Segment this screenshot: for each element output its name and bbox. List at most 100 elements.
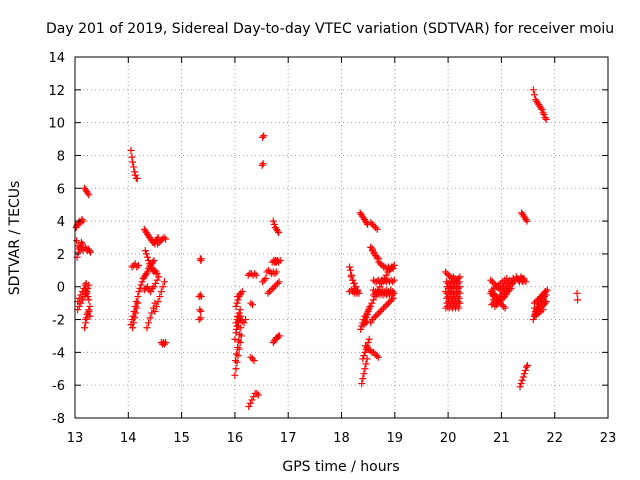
data-point (274, 227, 282, 235)
data-point (234, 316, 242, 324)
data-point (367, 219, 375, 227)
data-point (522, 215, 530, 223)
data-point (502, 291, 510, 299)
data-point (138, 278, 146, 286)
data-point (154, 240, 162, 248)
data-point (443, 270, 451, 278)
data-point (197, 293, 205, 301)
data-point (389, 278, 397, 286)
data-point (150, 283, 158, 291)
y-tick-label: 14 (48, 51, 65, 66)
x-tick-label: 20 (440, 431, 457, 446)
data-point (129, 312, 137, 320)
data-point (383, 301, 391, 309)
data-point (276, 256, 284, 264)
data-point (254, 391, 262, 399)
x-axis: 13 14 15 16 17 18 19 20 21 22 23 (67, 57, 616, 446)
data-point (149, 258, 157, 266)
data-point (493, 296, 501, 304)
data-point (520, 370, 528, 378)
data-point (85, 191, 93, 199)
data-point (234, 343, 242, 351)
data-point (134, 261, 142, 269)
data-point (75, 302, 83, 310)
data-point (86, 248, 94, 256)
data-point (86, 302, 94, 310)
data-point (128, 316, 136, 324)
data-point (233, 322, 241, 330)
data-point (260, 276, 268, 284)
data-point (238, 317, 246, 325)
data-point (141, 247, 149, 255)
data-point (531, 311, 539, 319)
data-point (520, 275, 528, 283)
data-point (77, 238, 85, 246)
x-tick-label: 21 (493, 431, 510, 446)
data-point (375, 309, 383, 317)
data-point (162, 235, 170, 243)
data-point (142, 250, 150, 258)
y-tick-label: 4 (57, 215, 65, 230)
data-point (129, 324, 137, 332)
data-point (153, 276, 161, 284)
data-point (134, 293, 142, 301)
data-point (78, 296, 86, 304)
data-point (529, 86, 537, 94)
data-point (455, 304, 463, 312)
data-point (247, 299, 255, 307)
data-point (350, 279, 358, 287)
data-point (538, 291, 546, 299)
data-point (376, 307, 384, 315)
data-point (454, 297, 462, 305)
x-tick-label: 17 (280, 431, 297, 446)
data-point (361, 312, 369, 320)
data-point (276, 332, 284, 340)
y-tick-label: -8 (52, 412, 65, 427)
data-point (500, 302, 508, 310)
data-point (538, 106, 546, 114)
data-point (368, 316, 376, 324)
data-point (272, 268, 280, 276)
data-point (374, 353, 382, 361)
data-point (236, 306, 244, 314)
data-point (248, 301, 256, 309)
data-point (386, 297, 394, 305)
data-point (196, 291, 204, 299)
data-point (373, 311, 381, 319)
data-point (384, 299, 392, 307)
data-point (272, 281, 280, 289)
data-points (72, 86, 582, 411)
data-point (491, 302, 499, 310)
data-point (519, 278, 527, 286)
data-point (149, 304, 157, 312)
data-point (503, 275, 511, 283)
data-point (148, 309, 156, 317)
data-point (127, 320, 135, 328)
data-point (372, 312, 380, 320)
data-point (388, 263, 396, 271)
data-point (240, 319, 248, 327)
data-point (78, 215, 86, 223)
data-point (530, 299, 538, 307)
data-point (516, 383, 524, 391)
data-point (507, 284, 515, 292)
data-point (132, 297, 140, 305)
data-point (131, 302, 139, 310)
data-point (271, 270, 279, 278)
data-point (274, 279, 282, 287)
data-point (345, 263, 353, 271)
data-point (264, 266, 272, 274)
data-point (260, 132, 268, 140)
data-point (232, 350, 240, 358)
data-point (542, 115, 550, 123)
data-point (155, 238, 163, 246)
data-point (197, 255, 205, 263)
data-point (85, 306, 93, 314)
data-point (542, 288, 550, 296)
data-point (133, 263, 141, 271)
data-point (524, 361, 532, 369)
y-tick-label: 0 (57, 281, 65, 296)
data-point (574, 296, 582, 304)
data-point (375, 255, 383, 263)
data-point (232, 302, 240, 310)
